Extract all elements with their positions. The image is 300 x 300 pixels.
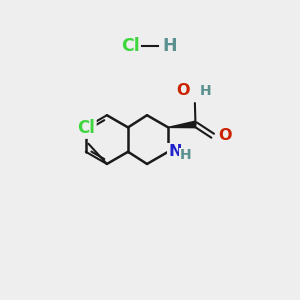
Text: H: H: [162, 37, 177, 55]
Text: Cl: Cl: [121, 37, 140, 55]
Text: Cl: Cl: [77, 119, 95, 137]
Text: O: O: [177, 83, 190, 98]
Text: H: H: [200, 84, 211, 98]
Text: H: H: [179, 148, 191, 162]
Polygon shape: [168, 121, 196, 128]
Text: N: N: [169, 144, 182, 159]
Text: O: O: [219, 128, 232, 143]
